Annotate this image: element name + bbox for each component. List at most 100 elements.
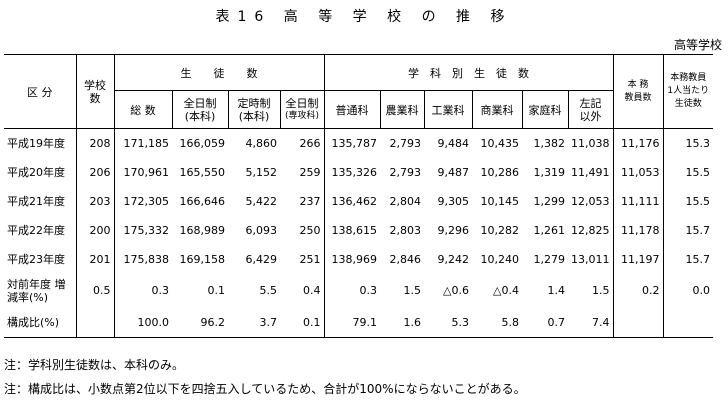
table-cell: 11,111 — [613, 186, 664, 216]
table-cell: 15.5 — [685, 165, 711, 179]
header-zennichi-line1: 全日制 — [183, 96, 217, 110]
table-cell: 175,838 — [123, 252, 170, 266]
cell-ratio: 3.7 — [228, 307, 280, 338]
table-cell: 201 — [76, 244, 115, 274]
cell-change: 0.3 — [359, 284, 378, 297]
table-cell: 2,803 — [389, 223, 422, 237]
table-cell: 11,178 — [613, 215, 664, 245]
table-cell: 2,793 — [389, 136, 422, 150]
header-shogyo: 商業科 — [472, 90, 523, 129]
cell-change: 1.5 — [403, 284, 422, 297]
table-cell: 200 — [76, 215, 115, 245]
table-row: 平成20年度 206 170,961 165,550 5,152 259 135,326 2,… — [4, 157, 713, 187]
header-teiji: 定時制 (本科) — [228, 90, 281, 129]
table-cell: 15.5 — [685, 194, 711, 208]
row-label-change: 対前年度 増 減率(%) — [4, 273, 77, 308]
cell-ratio: 5.8 — [472, 307, 522, 338]
table-cell: 10,282 — [480, 223, 520, 237]
cell-ratio — [663, 307, 713, 338]
header-kogyo: 工業科 — [424, 90, 473, 129]
cell-ratio — [613, 307, 664, 338]
unit-label: 高等学校 — [673, 38, 722, 52]
header-honmu-line2: 教員数 — [624, 92, 652, 103]
header-souzu: 総 数 — [114, 90, 173, 129]
header-gakkosu-line1: 学校 — [84, 78, 106, 92]
table-cell: 5,422 — [245, 194, 278, 208]
table-cell: 11,197 — [613, 244, 664, 274]
table-cell: 12,825 — [568, 215, 614, 245]
header-saki: 左記 以外 — [568, 90, 614, 129]
table-cell: 1,279 — [533, 252, 566, 266]
table-cell: 11,053 — [613, 157, 664, 187]
cell-change: △0.6 — [443, 284, 469, 297]
header-per-line3: 生徒数 — [674, 99, 702, 109]
header-teiji-line2: (本科) — [238, 109, 270, 123]
header-per-teacher: 本務教員 1人当たり 生徒数 — [663, 54, 713, 129]
cell-ratio: 7.4 — [568, 307, 614, 338]
table-cell: 250 — [280, 215, 325, 245]
header-gakkabetsu: 学 科 別 生 徒 数 — [324, 54, 614, 91]
table-cell: 166,059 — [179, 136, 226, 150]
header-zs-line2: (専攻科) — [284, 110, 320, 121]
table-cell: 135,326 — [331, 165, 378, 179]
table-cell: 15.3 — [685, 136, 711, 150]
table-cell: 2,846 — [389, 252, 422, 266]
header-zs-line1: 全日制 — [285, 96, 319, 110]
table-cell: 251 — [280, 244, 325, 274]
cell-ratio: 96.2 — [172, 307, 228, 338]
cell-ratio: 79.1 — [324, 307, 380, 338]
row-label: 平成20年度 — [4, 157, 77, 187]
footnote-1: 注：学科別生徒数は、本科のみ。 — [4, 358, 185, 372]
table-cell: 12,053 — [568, 186, 614, 216]
row-label: 平成23年度 — [4, 244, 77, 274]
table-cell: 166,646 — [179, 194, 226, 208]
header-katei: 家庭科 — [522, 90, 569, 129]
row-label: 平成21年度 — [4, 186, 77, 216]
table-row: 平成22年度 200 175,332 168,989 6,093 250 138,615 2,… — [4, 215, 713, 245]
cell-change: 0.1 — [207, 284, 226, 297]
table-cell: 169,158 — [179, 252, 226, 266]
header-gakkosu-line2: 数 — [89, 91, 101, 105]
header-saki-line1: 左記 — [579, 96, 602, 110]
row-label: 平成22年度 — [4, 215, 77, 245]
cell-change: 0.5 — [76, 273, 115, 308]
table-cell: 9,296 — [437, 223, 470, 237]
table-cell: 259 — [280, 157, 325, 187]
table-row: 平成23年度 201 175,838 169,158 6,429 251 138,969 2,… — [4, 244, 713, 274]
table-cell: 10,286 — [480, 165, 520, 179]
table-cell: 1,319 — [533, 165, 566, 179]
table-cell: 15.7 — [685, 223, 711, 237]
statistics-table: 区 分 学校 数 生 徒 数 学 科 別 生 徒 数 本 務 教員数 本務教員 … — [4, 54, 713, 338]
footnote-2: 注：構成比は、小数点第2位以下を四捨五入しているため、合計が100%にならないこ… — [4, 382, 526, 396]
table-row: 平成19年度 208 171,185 166,059 4,860 266 135,787 2,… — [4, 128, 713, 158]
table-row-ratio: 構成比(%) 100.0 96.2 3.7 0.1 79.1 1.6 5.3 5… — [4, 307, 713, 338]
table-cell: 9,242 — [437, 252, 470, 266]
table-cell: 1,382 — [533, 136, 566, 150]
cell-change: 0.4 — [280, 273, 325, 308]
table-cell: 138,969 — [331, 252, 378, 266]
header-saki-line2: 以外 — [579, 109, 602, 123]
header-zennichi: 全日制 (本科) — [172, 90, 229, 129]
table-cell: 13,011 — [568, 244, 614, 274]
header-nogyo: 農業科 — [380, 90, 425, 129]
cell-ratio: 5.3 — [424, 307, 472, 338]
table-row-change: 対前年度 増 減率(%) 0.5 0.3 0.1 5.5 0.4 0.3 1.5… — [4, 273, 713, 308]
table-cell: 9,305 — [437, 194, 470, 208]
row-label: 平成19年度 — [4, 128, 77, 158]
table-cell: 1,261 — [533, 223, 566, 237]
cell-ratio — [76, 307, 115, 338]
table-cell: 2,793 — [389, 165, 422, 179]
header-teiji-line1: 定時制 — [237, 96, 271, 110]
table-cell: 170,961 — [123, 165, 170, 179]
table-cell: 208 — [76, 128, 115, 158]
header-honmu: 本 務 教員数 — [613, 54, 664, 129]
cell-ratio: 1.6 — [380, 307, 424, 338]
cell-change: △0.4 — [493, 284, 519, 297]
table-cell: 2,804 — [389, 194, 422, 208]
header-seitosu: 生 徒 数 — [114, 54, 325, 91]
header-zennichi-line2: (本科) — [184, 109, 216, 123]
table-row: 平成21年度 203 172,305 166,646 5,422 237 136,462 2,… — [4, 186, 713, 216]
cell-ratio: 0.7 — [522, 307, 568, 338]
cell-change: 1.5 — [568, 273, 614, 308]
cell-change: 0.2 — [613, 273, 664, 308]
